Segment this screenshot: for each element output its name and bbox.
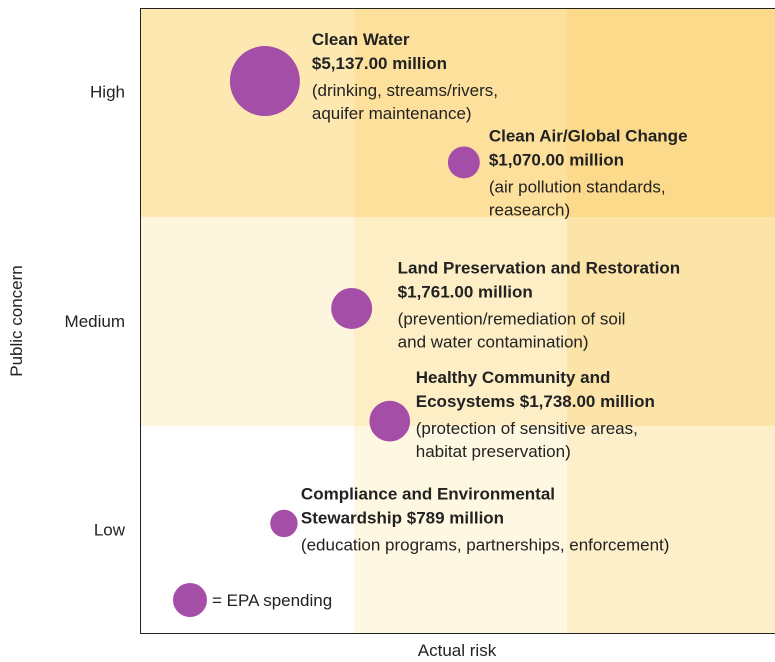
bubble-name: Clean Air/Global Change bbox=[489, 126, 688, 145]
value-label: $1,738.00 million bbox=[520, 392, 655, 411]
bubble bbox=[229, 46, 300, 117]
bubble-note: (drinking, streams/rivers, bbox=[312, 81, 498, 100]
legend-label: = EPA spending bbox=[212, 591, 332, 610]
bubble-note: habitat preservation) bbox=[416, 442, 571, 461]
value-label: $5,137.00 million bbox=[312, 54, 447, 73]
bubble-note: aquifer maintenance) bbox=[312, 104, 472, 123]
value-label: $789 million bbox=[407, 508, 504, 527]
bubble bbox=[331, 287, 373, 329]
bubble-name: Clean Water bbox=[312, 30, 410, 49]
bubble bbox=[270, 509, 298, 538]
name-line: Land Preservation and Restoration bbox=[398, 258, 680, 277]
value-label: $1,070.00 million bbox=[489, 150, 624, 169]
bubble bbox=[447, 146, 480, 179]
bubble-note: and water contamination) bbox=[398, 332, 589, 351]
bubble-note: reasearch) bbox=[489, 200, 570, 219]
bubble-name: Land Preservation and Restoration bbox=[398, 258, 680, 277]
name-line: Clean Water bbox=[312, 30, 410, 49]
y-tick-label: High bbox=[90, 82, 125, 101]
bubble bbox=[369, 400, 411, 442]
bubble-note: (education programs, partnerships, enfor… bbox=[301, 535, 670, 554]
band bbox=[354, 217, 567, 426]
bubble-name: Stewardship $789 million bbox=[301, 508, 504, 527]
bubble-note: (prevention/remediation of soil bbox=[398, 309, 626, 328]
bubble-note: (protection of sensitive areas, bbox=[416, 419, 638, 438]
band bbox=[567, 426, 775, 634]
plot-border bbox=[140, 8, 775, 634]
band bbox=[140, 8, 354, 217]
name-line: Stewardship bbox=[301, 508, 402, 527]
y-tick-label: Medium bbox=[65, 312, 125, 331]
name-line: Ecosystems bbox=[416, 392, 515, 411]
legend-bubble bbox=[173, 583, 207, 617]
bubble-name: Healthy Community and bbox=[416, 368, 611, 387]
band bbox=[567, 217, 775, 426]
value-label: $1,761.00 million bbox=[398, 282, 533, 301]
bubble-name: Compliance and Environmental bbox=[301, 484, 555, 503]
bubble-name: Ecosystems $1,738.00 million bbox=[416, 392, 655, 411]
name-line: Compliance and Environmental bbox=[301, 484, 555, 503]
name-line: Healthy Community and bbox=[416, 368, 611, 387]
name-line: Clean Air/Global Change bbox=[489, 126, 688, 145]
bubble-note: (air pollution standards, bbox=[489, 177, 666, 196]
y-axis-label: Public concern bbox=[7, 265, 26, 377]
y-tick-label: Low bbox=[94, 521, 126, 540]
risk-bands bbox=[140, 8, 775, 634]
band bbox=[354, 8, 567, 217]
band bbox=[567, 8, 775, 217]
x-axis-label: Actual risk bbox=[418, 641, 497, 660]
band bbox=[354, 426, 567, 634]
band bbox=[140, 217, 354, 426]
